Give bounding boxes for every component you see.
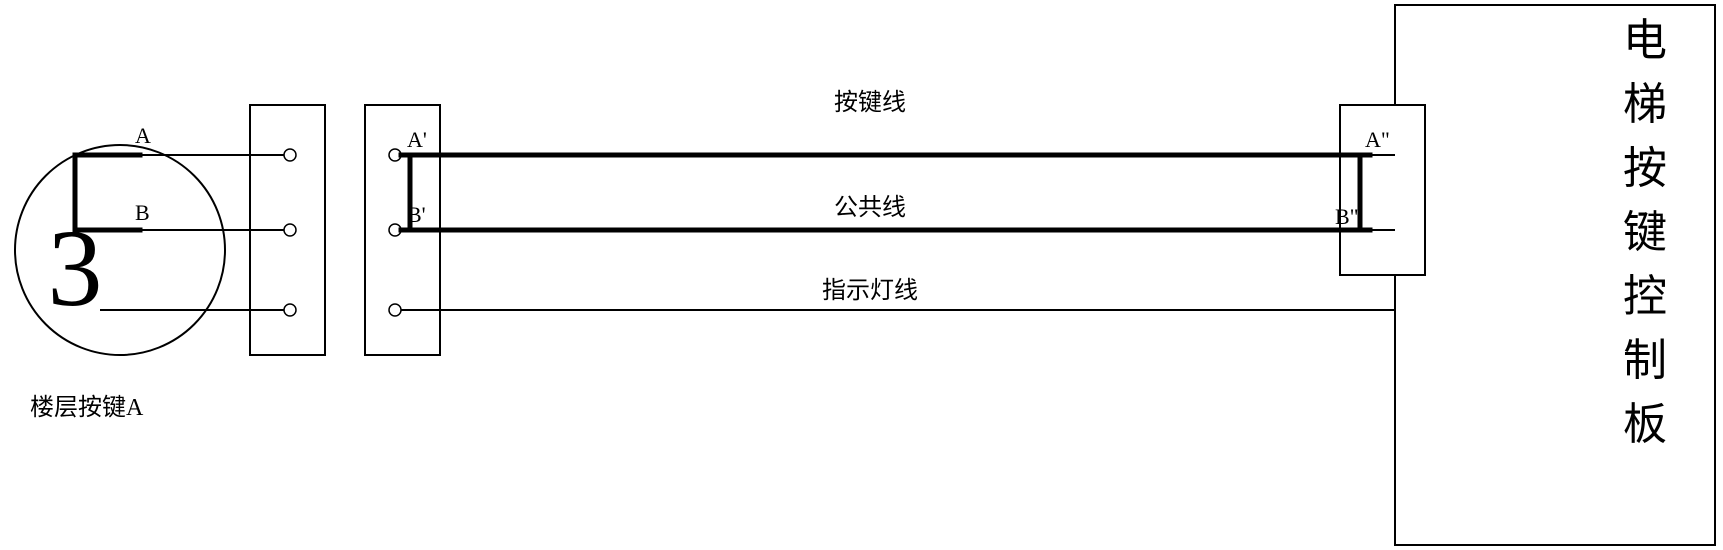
node-label-B: B [135,200,150,225]
control-panel-box [1395,5,1715,545]
control-panel-label-char: 制 [1623,336,1667,385]
floor-button-outline [15,145,225,355]
terminal-left [284,224,296,236]
terminal-mid [389,304,401,316]
control-panel-label-char: 按 [1623,144,1667,193]
control-panel-label-char: 键 [1623,208,1667,257]
label-key-line: 按键线 [834,89,906,116]
diagram-canvas: 电梯按键控制板3楼层按键AABA'B'A"B"按键线公共线指示灯线 [0,0,1723,550]
control-panel-label-char: 梯 [1623,80,1667,129]
node-label-B2: B" [1335,204,1359,229]
label-common-line: 公共线 [834,194,906,221]
control-panel-label-char: 控 [1623,272,1667,321]
node-label-A: A [135,123,151,148]
terminal-left [284,149,296,161]
control-panel-label-char: 板 [1623,400,1667,449]
floor-button-caption: 楼层按键A [30,394,144,421]
label-indicator-line: 指示灯线 [822,277,918,304]
node-label-A1: A' [407,127,427,152]
node-label-B1: B' [407,202,426,227]
control-panel-label-char: 电 [1623,16,1667,65]
node-label-A2: A" [1365,127,1390,152]
terminal-left [284,304,296,316]
